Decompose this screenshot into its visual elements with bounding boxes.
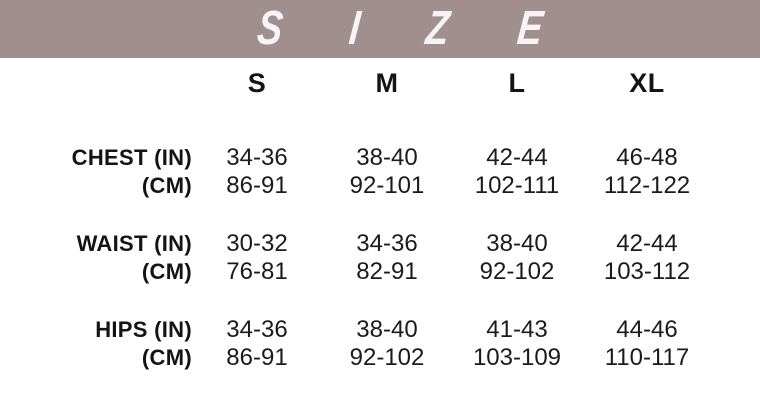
chest-cm-m: 92-101 bbox=[349, 172, 425, 199]
waist-cm-m: 82-91 bbox=[356, 258, 418, 285]
row-label-waist-cm: (CM) bbox=[141, 259, 192, 284]
row-label-chest-cm: (CM) bbox=[141, 173, 192, 198]
chest-in-s: 34-36 bbox=[226, 144, 288, 171]
column-header-xl: XL bbox=[629, 68, 665, 98]
column-header-m: M bbox=[375, 68, 399, 98]
chest-cm-l: 102-111 bbox=[474, 172, 560, 199]
banner-title: S I Z E bbox=[254, 2, 547, 55]
table-row-chest-in: CHEST (IN) 34-36 38-40 42-44 46-48 bbox=[0, 144, 760, 172]
waist-in-s: 30-32 bbox=[226, 230, 288, 257]
banner-letter-i: I bbox=[346, 2, 363, 55]
size-table: S M L XL CHEST (IN) 34-36 38-40 42-44 46… bbox=[0, 58, 760, 372]
measurement-group-chest: CHEST (IN) 34-36 38-40 42-44 46-48 (CM) … bbox=[0, 144, 760, 200]
chest-cm-xl: 112-122 bbox=[603, 172, 691, 199]
row-label-hips-in: HIPS (IN) bbox=[95, 317, 192, 342]
hips-in-xl: 44-46 bbox=[616, 316, 678, 343]
waist-in-xl: 42-44 bbox=[616, 230, 678, 257]
header-spacer bbox=[0, 68, 192, 98]
chest-in-l: 42-44 bbox=[486, 144, 548, 171]
size-banner: S I Z E bbox=[0, 0, 760, 58]
waist-cm-xl: 103-112 bbox=[603, 258, 691, 285]
column-header-s: S bbox=[247, 68, 267, 98]
hips-cm-s: 86-91 bbox=[226, 344, 288, 371]
waist-cm-s: 76-81 bbox=[226, 258, 288, 285]
hips-in-s: 34-36 bbox=[226, 316, 288, 343]
table-row-hips-cm: (CM) 86-91 92-102 103-109 110-117 bbox=[0, 344, 760, 372]
hips-in-m: 38-40 bbox=[356, 316, 418, 343]
hips-cm-m: 92-102 bbox=[349, 344, 425, 371]
waist-in-l: 38-40 bbox=[486, 230, 548, 257]
row-label-hips-cm: (CM) bbox=[141, 345, 192, 370]
table-row-hips-in: HIPS (IN) 34-36 38-40 41-43 44-46 bbox=[0, 316, 760, 344]
hips-cm-l: 103-109 bbox=[472, 344, 562, 371]
hips-cm-xl: 110-117 bbox=[604, 344, 690, 371]
row-label-waist-in: WAIST (IN) bbox=[76, 231, 192, 256]
banner-letter-s: S bbox=[254, 2, 285, 55]
chest-in-xl: 46-48 bbox=[616, 144, 678, 171]
measurement-group-hips: HIPS (IN) 34-36 38-40 41-43 44-46 (CM) 8… bbox=[0, 316, 760, 372]
chest-cm-s: 86-91 bbox=[226, 172, 288, 199]
table-row-waist-in: WAIST (IN) 30-32 34-36 38-40 42-44 bbox=[0, 230, 760, 258]
banner-letter-e: E bbox=[515, 2, 546, 55]
waist-in-m: 34-36 bbox=[356, 230, 418, 257]
column-header-l: L bbox=[508, 68, 526, 98]
table-row-waist-cm: (CM) 76-81 82-91 92-102 103-112 bbox=[0, 258, 760, 286]
waist-cm-l: 92-102 bbox=[479, 258, 555, 285]
hips-in-l: 41-43 bbox=[486, 316, 548, 343]
size-column-header-row: S M L XL bbox=[0, 68, 760, 98]
table-row-chest-cm: (CM) 86-91 92-101 102-111 112-122 bbox=[0, 172, 760, 200]
row-label-chest-in: CHEST (IN) bbox=[71, 145, 192, 170]
banner-letter-z: Z bbox=[423, 2, 452, 55]
measurement-group-waist: WAIST (IN) 30-32 34-36 38-40 42-44 (CM) … bbox=[0, 230, 760, 286]
chest-in-m: 38-40 bbox=[356, 144, 418, 171]
